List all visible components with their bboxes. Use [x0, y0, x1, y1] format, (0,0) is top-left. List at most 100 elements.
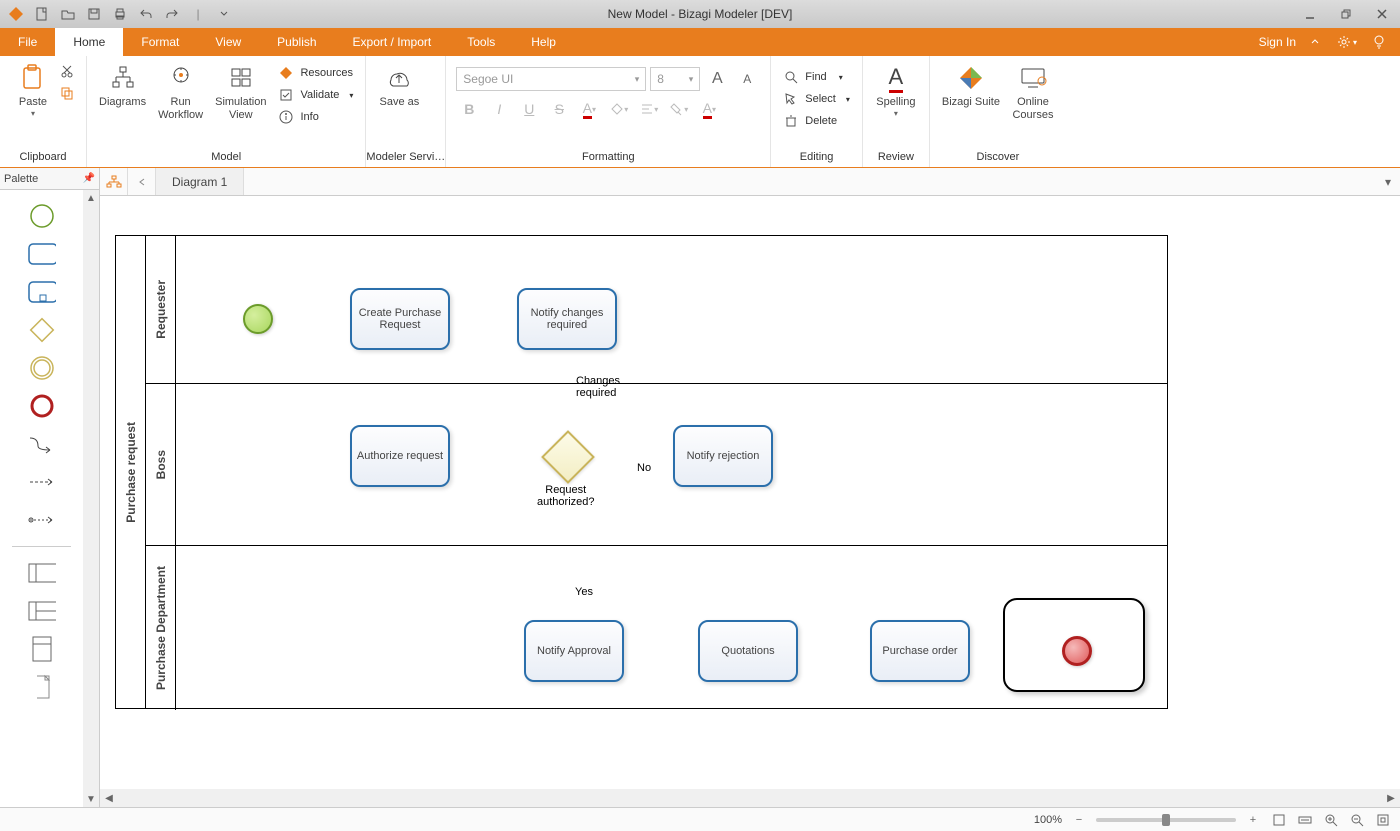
palette-message-flow[interactable] [28, 508, 56, 532]
palette-start-event[interactable] [28, 204, 56, 228]
palette-lane[interactable] [28, 599, 56, 623]
palette-gateway[interactable] [28, 318, 56, 342]
zoom-fit-page-icon[interactable] [1270, 811, 1288, 829]
find-button[interactable]: Find▾ [777, 66, 856, 88]
tab-tools[interactable]: Tools [449, 28, 513, 56]
bizagi-suite-button[interactable]: Bizagi Suite [936, 60, 1006, 111]
tab-format[interactable]: Format [123, 28, 197, 56]
bpmn-lane[interactable]: Boss [146, 384, 1167, 546]
shrink-font-icon[interactable]: A [734, 66, 760, 92]
new-icon[interactable] [30, 2, 54, 26]
collapse-ribbon-icon[interactable] [1302, 29, 1328, 55]
spelling-button[interactable]: A Spelling ▾ [869, 60, 923, 120]
info-button[interactable]: Info [272, 106, 359, 128]
font-size-select[interactable]: 8▾ [650, 67, 700, 91]
zoom-out-selection-icon[interactable] [1348, 811, 1366, 829]
palette-sequence-flow[interactable] [28, 432, 56, 456]
fill-color-icon[interactable]: ▾ [606, 96, 632, 122]
tab-help[interactable]: Help [513, 28, 574, 56]
online-courses-button[interactable]: Online Courses [1006, 60, 1060, 124]
paste-button[interactable]: Paste ▾ [6, 60, 60, 120]
save-icon[interactable] [82, 2, 106, 26]
bpmn-task[interactable]: Purchase order [870, 620, 970, 682]
palette-end-event[interactable] [28, 394, 56, 418]
italic-icon[interactable]: I [486, 96, 512, 122]
scroll-up-icon[interactable]: ▲ [83, 190, 99, 206]
tab-export-import[interactable]: Export / Import [335, 28, 450, 56]
zoom-100-icon[interactable] [1374, 811, 1392, 829]
palette-association[interactable] [28, 470, 56, 494]
palette-subprocess[interactable] [28, 280, 56, 304]
undo-icon[interactable] [134, 2, 158, 26]
bpmn-end-event[interactable] [1062, 636, 1092, 666]
validate-button[interactable]: Validate▾ [272, 84, 359, 106]
resources-button[interactable]: Resources [272, 62, 359, 84]
scroll-down-icon[interactable]: ▼ [83, 791, 99, 807]
underline-icon[interactable]: U [516, 96, 542, 122]
zoom-to-selection-icon[interactable] [1322, 811, 1340, 829]
bpmn-task[interactable]: Notify rejection [673, 425, 773, 487]
diagrams-button[interactable]: Diagrams [93, 60, 152, 111]
minimize-icon[interactable] [1292, 0, 1328, 28]
bpmn-task[interactable]: Notify changes required [517, 288, 617, 350]
app-icon[interactable] [4, 2, 28, 26]
open-icon[interactable] [56, 2, 80, 26]
palette-pool[interactable] [28, 561, 56, 585]
diagram-canvas[interactable]: Purchase requestRequesterBossPurchase De… [100, 196, 1400, 789]
palette-milestone[interactable] [28, 637, 56, 661]
delete-button[interactable]: Delete [777, 110, 856, 132]
font-family-select[interactable]: Segoe UI▾ [456, 67, 646, 91]
align-icon[interactable]: ▾ [636, 96, 662, 122]
tab-publish[interactable]: Publish [259, 28, 334, 56]
print-icon[interactable] [108, 2, 132, 26]
palette-annotation[interactable] [28, 675, 56, 699]
qat-dropdown-icon[interactable] [212, 2, 236, 26]
select-button[interactable]: Select▾ [777, 88, 856, 110]
format-painter-icon[interactable]: ▾ [666, 96, 692, 122]
zoom-slider[interactable] [1096, 818, 1236, 822]
horizontal-scrollbar[interactable]: ◀ ▶ [100, 789, 1400, 807]
highlight-icon[interactable]: A▾ [696, 96, 722, 122]
scroll-left-icon[interactable]: ◀ [100, 789, 118, 807]
bpmn-task[interactable]: Create Purchase Request [350, 288, 450, 350]
tab-back-icon[interactable] [128, 168, 156, 195]
font-color-icon[interactable]: A▾ [576, 96, 602, 122]
palette-intermediate-event[interactable] [28, 356, 56, 380]
simulation-view-button[interactable]: Simulation View [209, 60, 272, 124]
palette-task[interactable] [28, 242, 56, 266]
bpmn-lane[interactable]: Requester [146, 236, 1167, 384]
tab-overflow-icon[interactable]: ▾ [1376, 168, 1400, 195]
restore-icon[interactable] [1328, 0, 1364, 28]
tab-file[interactable]: File [0, 28, 55, 56]
help-bulb-icon[interactable] [1366, 29, 1392, 55]
zoom-in-icon[interactable]: + [1244, 811, 1262, 829]
run-workflow-button[interactable]: Run Workflow [152, 60, 209, 124]
settings-gear-icon[interactable]: ▾ [1334, 29, 1360, 55]
zoom-fit-width-icon[interactable] [1296, 811, 1314, 829]
bold-icon[interactable]: B [456, 96, 482, 122]
strike-icon[interactable]: S [546, 96, 572, 122]
redo-icon[interactable] [160, 2, 184, 26]
bpmn-task[interactable]: Quotations [698, 620, 798, 682]
tab-home[interactable]: Home [55, 28, 123, 56]
close-icon[interactable] [1364, 0, 1400, 28]
lane-title: Boss [154, 450, 168, 479]
grow-font-icon[interactable]: A [704, 66, 730, 92]
bpmn-task[interactable]: Notify Approval [524, 620, 624, 682]
window-title: New Model - Bizagi Modeler [DEV] [608, 7, 793, 21]
scroll-right-icon[interactable]: ▶ [1382, 789, 1400, 807]
save-as-button[interactable]: Save as [372, 60, 426, 111]
sign-in-link[interactable]: Sign In [1259, 35, 1296, 49]
bpmn-start-event[interactable] [243, 304, 273, 334]
ribbon-group-model: Diagrams Run Workflow Simulation View Re… [87, 56, 366, 167]
bpmn-task[interactable]: Authorize request [350, 425, 450, 487]
copy-icon[interactable] [60, 86, 76, 102]
diagram-list-icon[interactable] [100, 168, 128, 195]
ribbon-group-review: A Spelling ▾ Review [863, 56, 930, 167]
tab-view[interactable]: View [197, 28, 259, 56]
cut-icon[interactable] [60, 64, 76, 80]
palette-pin-icon[interactable]: 📌 [83, 173, 95, 184]
palette-scrollbar[interactable]: ▲ ▼ [83, 190, 99, 807]
diagram-tab[interactable]: Diagram 1 [156, 168, 244, 195]
zoom-out-icon[interactable]: − [1070, 811, 1088, 829]
